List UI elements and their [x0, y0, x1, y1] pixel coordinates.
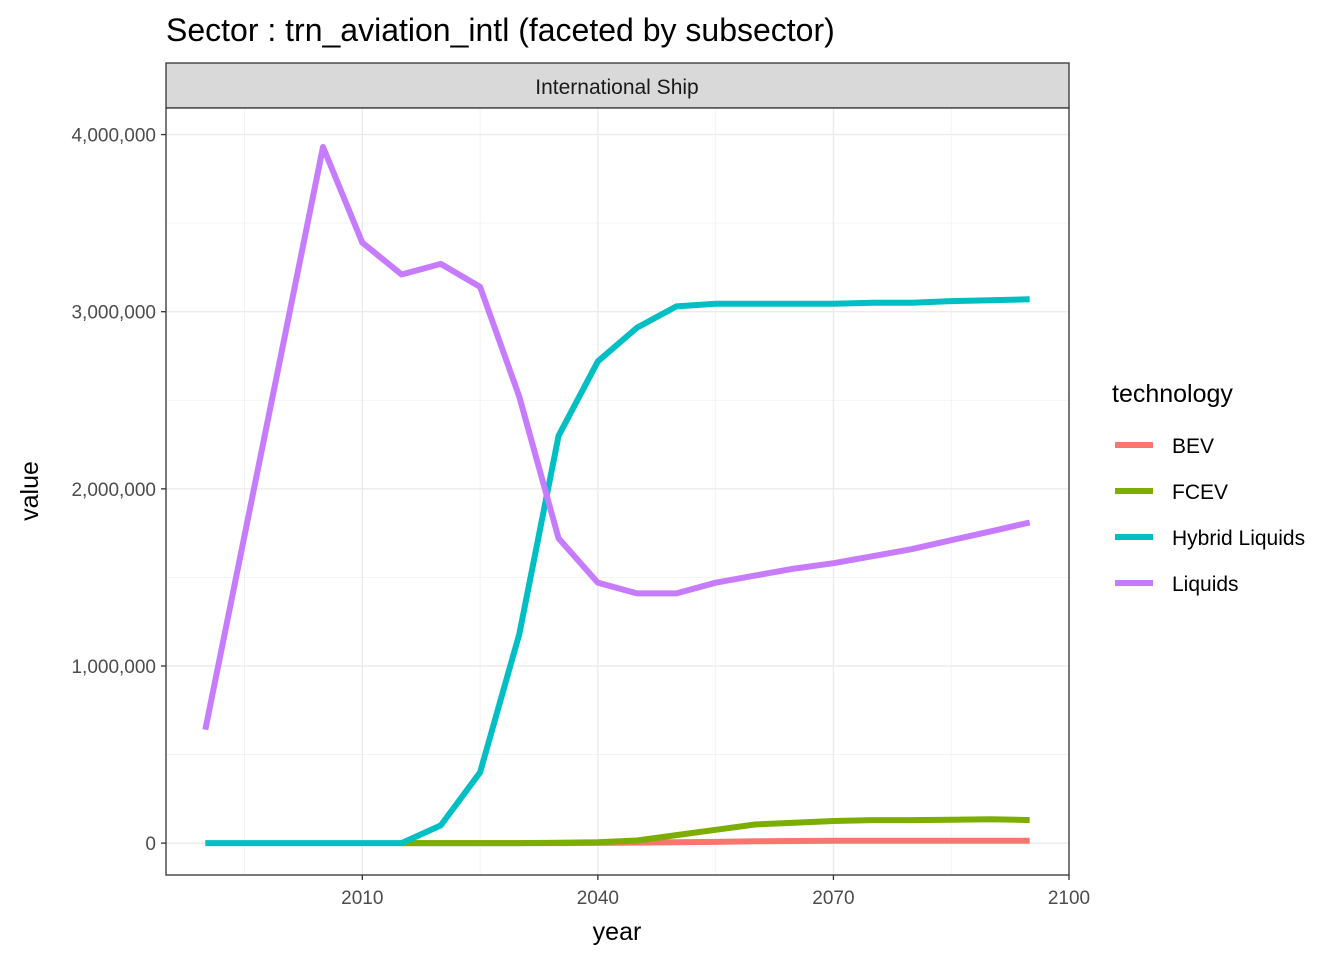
legend: technology BEV FCEV Hybrid Liquids Liquids: [1112, 380, 1305, 596]
y-axis-title: value: [16, 461, 44, 521]
y-axis: 0 1,000,000 2,000,000 3,000,000 4,000,000: [71, 126, 166, 855]
legend-items: BEV FCEV Hybrid Liquids Liquids: [1115, 435, 1305, 596]
series-lines: [202, 144, 1031, 847]
facet-label: International Ship: [535, 76, 698, 99]
legend-title: technology: [1112, 380, 1233, 408]
x-tick-label: 2100: [1048, 888, 1090, 909]
x-tick-label: 2040: [577, 888, 619, 909]
facet-strip: International Ship: [165, 62, 1070, 109]
panel-background: [166, 108, 1069, 875]
y-tick-label: 2,000,000: [71, 480, 156, 501]
legend-label: Liquids: [1172, 573, 1239, 596]
chart-title: Sector : trn_aviation_intl (faceted by s…: [166, 12, 835, 48]
legend-label: FCEV: [1172, 481, 1228, 504]
panel-border: [165, 107, 1070, 876]
legend-label: BEV: [1172, 435, 1214, 458]
x-tick-label: 2010: [341, 888, 383, 909]
series-line-fcev: [401, 816, 1030, 847]
y-tick-label: 3,000,000: [71, 303, 156, 324]
series-line-hybrid-liquids: [205, 296, 1030, 847]
plot-panel: [165, 107, 1070, 876]
legend-label: Hybrid Liquids: [1172, 527, 1305, 550]
x-axis-title: year: [593, 918, 642, 946]
facet-strip-background: [165, 62, 1070, 109]
y-tick-label: 4,000,000: [71, 126, 156, 147]
y-tick-label: 1,000,000: [71, 657, 156, 678]
x-axis: 2010 2040 2070 2100: [341, 875, 1090, 909]
y-tick-label: 0: [145, 834, 156, 855]
x-tick-label: 2070: [812, 888, 854, 909]
minor-gridlines: [166, 108, 1069, 875]
series-line-liquids: [202, 144, 1031, 731]
